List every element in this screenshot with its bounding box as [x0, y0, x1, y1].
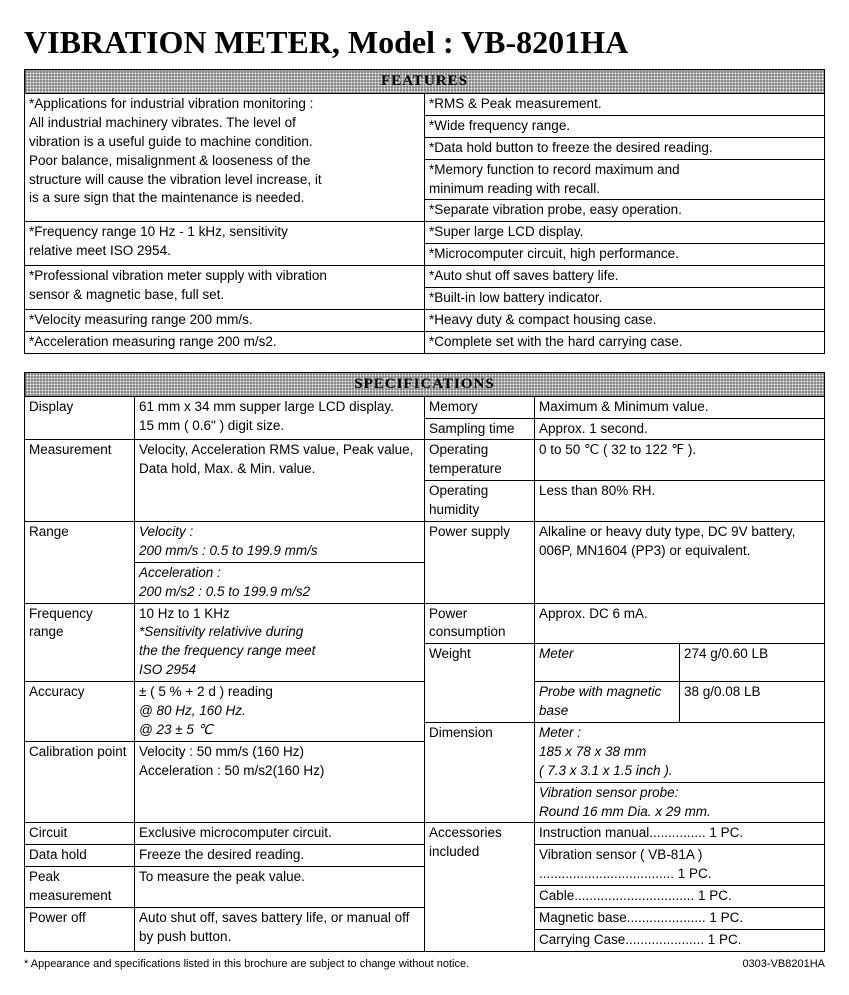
- weight-probe-label: Probe with magnetic base: [535, 682, 680, 723]
- dim-probe: Vibration sensor probe: Round 16 mm Dia.…: [535, 782, 825, 823]
- feature-right: *Super large LCD display.: [425, 222, 825, 244]
- specs-header: SPECIFICATIONS: [25, 372, 825, 396]
- feature-right: *Complete set with the hard carrying cas…: [425, 331, 825, 353]
- spec-value: Velocity : 50 mm/s (160 Hz) Acceleration…: [135, 741, 425, 823]
- feature-right: *Memory function to record maximum and m…: [425, 159, 825, 200]
- feature-right: *Built-in low battery indicator.: [425, 288, 825, 310]
- weight-meter-label: Meter: [535, 644, 680, 682]
- features-header: FEATURES: [25, 70, 825, 94]
- spec-value: 61 mm x 34 mm supper large LCD display. …: [135, 396, 425, 440]
- spec-value: 0 to 50 ℃ ( 32 to 122 ℉ ).: [535, 440, 825, 481]
- dim-meter: Meter : 185 x 78 x 38 mm ( 7.3 x 3.1 x 1…: [535, 722, 825, 782]
- acc-row: Vibration sensor ( VB-81A ) ............…: [535, 845, 825, 886]
- acc-row: Cable................................ 1 …: [535, 886, 825, 908]
- specs-table: SPECIFICATIONS Display 61 mm x 34 mm sup…: [24, 372, 825, 952]
- spec-value-note: *Sensitivity relativive during the the f…: [139, 624, 315, 677]
- spec-value-velocity: Velocity : 200 mm/s : 0.5 to 199.9 mm/s: [135, 522, 425, 563]
- spec-label: Operating humidity: [425, 481, 535, 522]
- spec-value: Approx. DC 6 mA.: [535, 603, 825, 644]
- weight-meter-val: 274 g/0.60 LB: [680, 644, 825, 682]
- features-table: FEATURES *Applications for industrial vi…: [24, 69, 825, 354]
- acc-row: Carrying Case..................... 1 PC.: [535, 929, 825, 951]
- spec-label: Data hold: [25, 845, 135, 867]
- feature-left: *Acceleration measuring range 200 m/s2.: [25, 331, 425, 353]
- acc-text: .................................... 1 P…: [539, 866, 712, 881]
- feature-right: *Microcomputer circuit, high performance…: [425, 244, 825, 266]
- acc-text: Vibration sensor ( VB-81A ): [539, 847, 702, 862]
- spec-value: Alkaline or heavy duty type, DC 9V batte…: [535, 522, 825, 604]
- spec-label: Operating temperature: [425, 440, 535, 481]
- spec-value: Velocity, Acceleration RMS value, Peak v…: [135, 440, 425, 522]
- spec-value-text: 10 Hz to 1 KHz: [139, 606, 230, 621]
- feature-right: *Auto shut off saves battery life.: [425, 266, 825, 288]
- spec-value: Freeze the desired reading.: [135, 845, 425, 867]
- spec-value-text: ± ( 5 % + 2 d ) reading: [139, 684, 273, 699]
- footnote-text: * Appearance and specifications listed i…: [24, 958, 469, 970]
- acc-row: Instruction manual............... 1 PC.: [535, 823, 825, 845]
- spec-label: Circuit: [25, 823, 135, 845]
- spec-value: To measure the peak value.: [135, 867, 425, 908]
- feature-left: *Velocity measuring range 200 mm/s.: [25, 309, 425, 331]
- spec-label: Accessories included: [425, 823, 535, 951]
- spec-label: Display: [25, 396, 135, 440]
- spec-label: Range: [25, 522, 135, 604]
- feature-right: *Separate vibration probe, easy operatio…: [425, 200, 825, 222]
- spec-label: Calibration point: [25, 741, 135, 823]
- features-intro: *Applications for industrial vibration m…: [25, 94, 425, 222]
- spec-label: Memory: [425, 396, 535, 418]
- spec-label: Power supply: [425, 522, 535, 604]
- feature-left: *Frequency range 10 Hz - 1 kHz, sensitiv…: [25, 222, 425, 266]
- spec-label: Sampling time: [425, 418, 535, 440]
- page-title: VIBRATION METER, Model : VB-8201HA: [24, 24, 825, 61]
- feature-right: *Heavy duty & compact housing case.: [425, 309, 825, 331]
- spec-label: Dimension: [425, 722, 535, 822]
- feature-right: *Wide frequency range.: [425, 115, 825, 137]
- weight-probe-val: 38 g/0.08 LB: [680, 682, 825, 723]
- doc-code: 0303-VB8201HA: [742, 958, 825, 970]
- spec-label: Weight: [425, 644, 535, 723]
- spec-value: Auto shut off, saves battery life, or ma…: [135, 907, 425, 951]
- feature-right: *Data hold button to freeze the desired …: [425, 137, 825, 159]
- footnote: * Appearance and specifications listed i…: [24, 958, 825, 970]
- spec-label: Power consumption: [425, 603, 535, 644]
- acc-row: Magnetic base..................... 1 PC.: [535, 907, 825, 929]
- feature-left: *Professional vibration meter supply wit…: [25, 266, 425, 310]
- spec-value: Less than 80% RH.: [535, 481, 825, 522]
- spec-label: Frequency range: [25, 603, 135, 682]
- spec-value: ± ( 5 % + 2 d ) reading @ 80 Hz, 160 Hz.…: [135, 682, 425, 742]
- spec-value: Exclusive microcomputer circuit.: [135, 823, 425, 845]
- feature-right: *RMS & Peak measurement.: [425, 94, 825, 116]
- spec-label: Peak measurement: [25, 867, 135, 908]
- spec-value-note: @ 80 Hz, 160 Hz. @ 23 ± 5 ℃: [139, 703, 246, 737]
- spec-value: 10 Hz to 1 KHz *Sensitivity relativive d…: [135, 603, 425, 682]
- spec-value: Maximum & Minimum value.: [535, 396, 825, 418]
- spec-value-accel: Acceleration : 200 m/s2 : 0.5 to 199.9 m…: [135, 562, 425, 603]
- spec-label: Power off: [25, 907, 135, 951]
- spec-label: Accuracy: [25, 682, 135, 742]
- spec-label: Measurement: [25, 440, 135, 522]
- spec-value: Approx. 1 second.: [535, 418, 825, 440]
